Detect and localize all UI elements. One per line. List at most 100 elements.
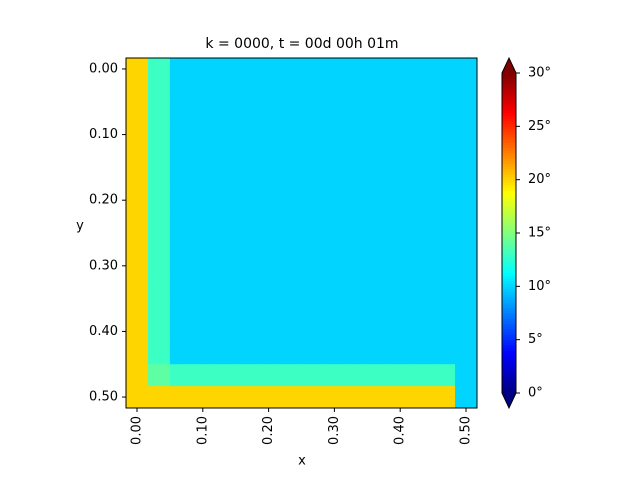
heatmap-cell [455,145,478,168]
colorbar-segment [502,81,516,85]
heatmap-cell [411,145,434,168]
heatmap-cell [411,320,434,343]
colorbar-segment [502,238,516,242]
heatmap-cell [213,123,237,146]
colorbar-segment [502,267,516,271]
heatmap-cell [455,320,478,343]
colorbar-segment [502,94,516,98]
heatmap-cell [279,386,302,409]
heatmap-cell [147,386,171,409]
heatmap-cell [455,167,478,190]
heatmap-cell [345,276,368,300]
colorbar-tick-label: 10° [528,279,551,294]
heatmap-cell [389,364,412,387]
heatmap-cell [367,298,390,321]
heatmap-cell [279,145,302,168]
colorbar-segment [502,251,516,255]
heatmap-cell [257,364,281,387]
colorbar-segment [502,281,516,285]
heatmap-cell [213,342,237,365]
heatmap-cell [235,276,259,300]
heatmap-cell [279,58,302,81]
colorbar-segment [502,350,516,354]
colorbar-segment [502,121,516,125]
colorbar-segment [502,363,516,367]
y-tick-label: 0.20 [89,193,118,208]
colorbar-segment [502,294,516,298]
colorbar-segment [502,206,516,210]
heatmap-cell [411,233,434,256]
heatmap-cell [147,298,171,321]
colorbar-segment [502,174,516,178]
heatmap-cell [126,79,149,103]
colorbar-tick-label: 15° [528,226,551,241]
colorbar-segment [502,233,516,237]
heatmap-cell [213,386,237,409]
heatmap-cell [191,123,215,146]
colorbar-segment [502,355,516,359]
heatmap-cell [191,298,215,321]
heatmap-cell [301,364,324,387]
heatmap-cell [191,233,215,256]
heatmap-cell [257,145,281,168]
colorbar-segment [502,353,516,357]
x-tick-label: 0.50 [459,416,474,445]
colorbar-segment [502,222,516,226]
heatmap-cell [235,79,259,103]
heatmap-cell [301,342,324,365]
heatmap-cell [433,167,456,190]
heatmap-cell [345,123,368,146]
heatmap-cell [433,189,456,212]
colorbar-segment [502,177,516,181]
heatmap-cell [411,123,434,146]
colorbar-tick-label: 25° [528,119,551,134]
colorbar-segment [502,305,516,309]
colorbar-segment [502,78,516,82]
heatmap-cell [389,145,412,168]
colorbar-segment [502,318,516,322]
heatmap-cell [213,145,237,168]
heatmap-cell [279,276,302,300]
chart-title: k = 0000, t = 00d 00h 01m [205,36,398,52]
colorbar-segment [502,313,516,317]
heatmap-cell [389,167,412,190]
heatmap-cell [367,101,390,125]
heatmap-cell [235,211,259,234]
heatmap-cell [323,189,346,212]
heatmap-cell [235,145,259,168]
heatmap-cell [235,320,259,343]
y-tick-label: 0.30 [89,258,118,273]
colorbar-segment [502,187,516,191]
heatmap-cell [433,320,456,343]
x-tick-label: 0.20 [261,416,276,445]
heatmap-cell [455,189,478,212]
heatmap-cell [389,254,412,278]
colorbar-segment [502,163,516,167]
heatmap-cell [191,189,215,212]
x-tick-label: 0.30 [327,416,342,445]
colorbar-segment [502,307,516,311]
colorbar-segment [502,259,516,263]
heatmap-cell [147,233,171,256]
heatmap-cell [367,145,390,168]
heatmap-cell [433,254,456,278]
heatmap-cell [169,101,193,125]
colorbar-segment [502,142,516,146]
heatmap-cell [301,145,324,168]
heatmap-cell [323,254,346,278]
heatmap-cell [367,254,390,278]
colorbar-segment [502,161,516,165]
heatmap-cell [213,364,237,387]
heatmap-cell [367,167,390,190]
heatmap-cell [279,364,302,387]
heatmap-cell [213,189,237,212]
colorbar-segment [502,195,516,199]
heatmap-cell [389,233,412,256]
colorbar-segment [502,107,516,111]
colorbar-segment [502,158,516,162]
colorbar-tick-label: 30° [528,66,551,81]
heatmap-cell [235,342,259,365]
colorbar-segment [502,337,516,341]
colorbar-segment [502,89,516,93]
colorbar-segment [502,323,516,327]
